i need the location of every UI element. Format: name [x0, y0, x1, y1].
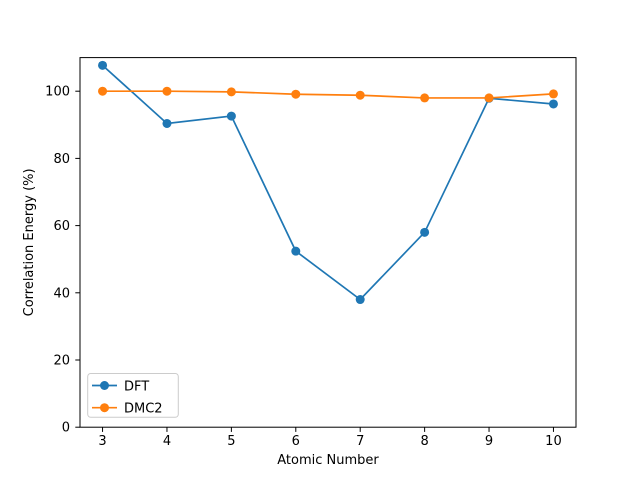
y-tick-label: 40 — [53, 286, 70, 301]
legend-label: DFT — [124, 379, 149, 394]
legend-marker-sample — [100, 381, 109, 390]
data-point-marker — [484, 93, 494, 103]
data-point-marker — [291, 89, 301, 99]
x-tick-label: 8 — [420, 434, 428, 449]
series-group — [98, 60, 558, 305]
x-tick-label: 5 — [227, 434, 235, 449]
y-axis-ticks: 0 20 40 60 80 100 — [45, 85, 80, 436]
legend-label: DMC2 — [124, 402, 163, 417]
legend-box — [87, 373, 179, 418]
data-point-marker — [548, 89, 558, 99]
data-point-marker — [420, 227, 430, 237]
data-point-marker — [355, 295, 365, 305]
series-line — [101, 64, 554, 301]
x-tick-label: 10 — [545, 434, 562, 449]
x-tick-label: 6 — [292, 434, 300, 449]
y-axis-label: Correlation Energy (%) — [22, 168, 37, 316]
legend: DFT DMC2 — [87, 373, 179, 418]
y-tick-label: 80 — [53, 152, 70, 167]
y-tick-label: 0 — [62, 421, 70, 436]
x-tick-label: 3 — [98, 434, 106, 449]
series-dmc2 — [98, 86, 558, 103]
x-tick-label: 9 — [485, 434, 493, 449]
data-point-marker — [226, 87, 236, 97]
data-point-marker — [162, 86, 172, 96]
x-tick-label: 4 — [163, 434, 171, 449]
data-point-marker — [291, 246, 301, 256]
series-line — [102, 90, 554, 99]
x-axis-label: Atomic Number — [277, 453, 379, 468]
data-point-marker — [162, 118, 172, 128]
y-tick-label: 60 — [53, 219, 70, 234]
data-point-marker — [355, 90, 365, 100]
x-tick-label: 7 — [356, 434, 364, 449]
y-tick-label: 20 — [53, 354, 70, 369]
legend-marker-sample — [100, 403, 109, 413]
legend-item-dmc2: DMC2 — [92, 402, 163, 417]
y-tick-label: 100 — [45, 85, 70, 100]
data-point-marker — [98, 86, 108, 96]
x-axis-ticks: 3 4 5 6 7 8 9 10 — [98, 427, 562, 449]
data-point-marker — [226, 111, 236, 121]
legend-item-dft: DFT — [92, 379, 149, 394]
data-point-marker — [420, 93, 430, 103]
data-point-marker — [548, 99, 558, 109]
data-point-marker — [98, 60, 108, 70]
